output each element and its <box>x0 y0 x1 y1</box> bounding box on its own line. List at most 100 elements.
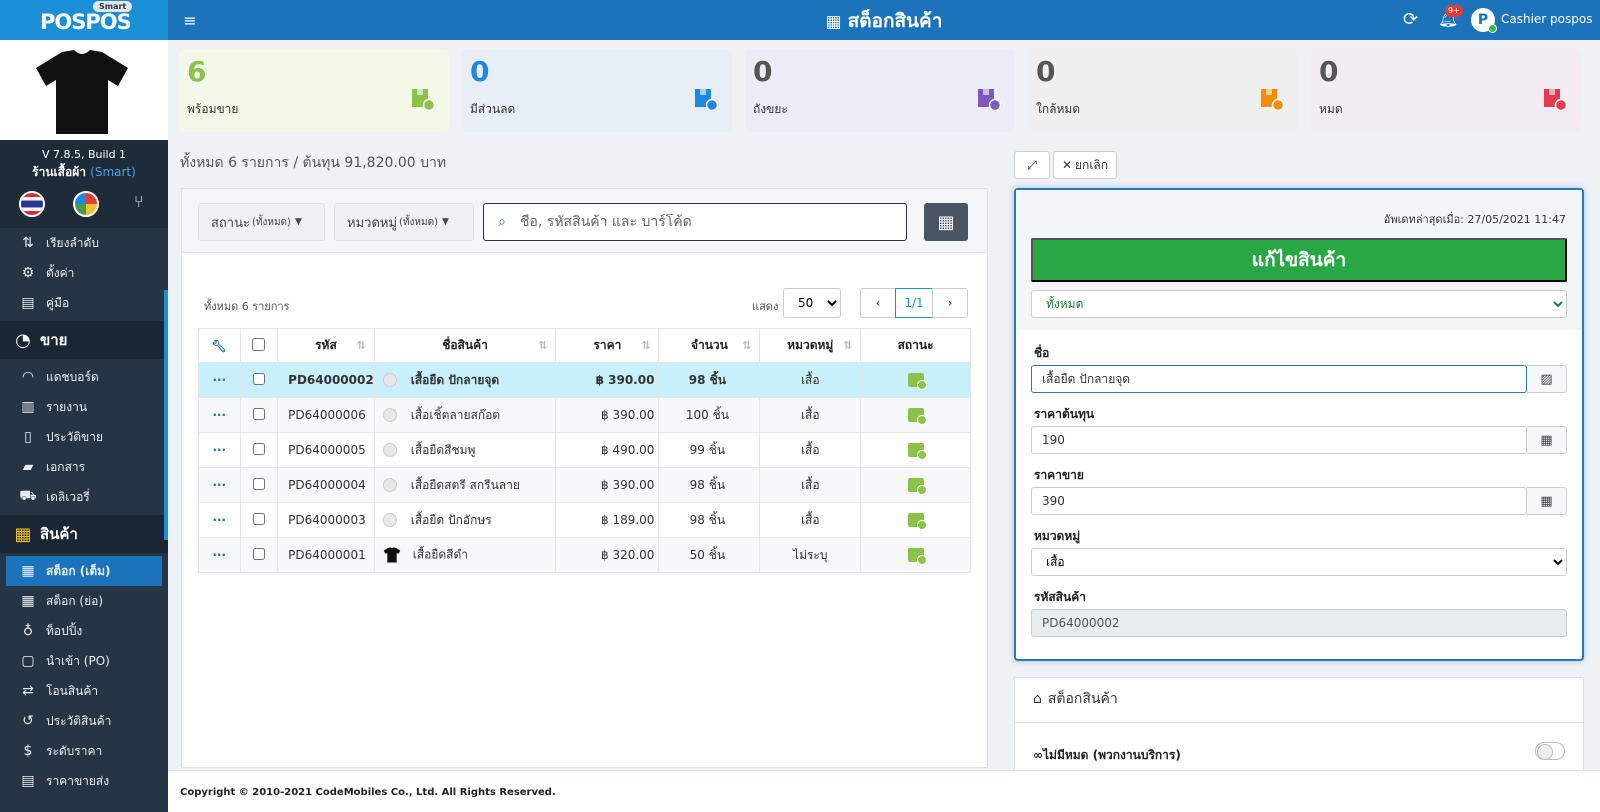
table-row[interactable]: ··· PD64000005 เสื้อยืดสีชมพู ฿ 490.00 9… <box>198 432 971 468</box>
row-checkbox[interactable] <box>252 372 265 385</box>
column-header-name[interactable]: ชื่อสินค้า ⇅ <box>373 328 557 363</box>
product-list-panel: สถานะ(ทั้งหมด)▼ หมวดหมู่(ทั้งหมด)▼ ⌕ ▦ ท… <box>181 188 988 768</box>
color-dial-icon[interactable] <box>73 191 99 217</box>
next-page-button[interactable]: › <box>932 288 968 318</box>
version-text: V 7.8.5, Build 1 <box>41 148 127 161</box>
expand-button[interactable]: ⤢ <box>1014 151 1050 179</box>
row-checkbox[interactable] <box>252 512 265 525</box>
thai-flag-icon[interactable] <box>19 191 45 217</box>
branch-scope-select[interactable]: ทั้งหมด <box>1031 290 1567 318</box>
sidebar-item-label: ตั้งค่า <box>46 265 75 280</box>
table-row[interactable]: ··· PD64000004 เสื้อยืดสตรี สกรีนลาย ฿ 3… <box>198 467 971 503</box>
sidebar-section-product[interactable]: ▦ สินค้า <box>0 515 168 553</box>
logo[interactable]: POSPOS Smart <box>0 0 168 40</box>
category-filter-button[interactable]: หมวดหมู่ (ทั้งหมด) ▼ <box>334 203 474 241</box>
stat-value: 0 <box>1036 55 1056 88</box>
no-stock-limit-label: ∞ไม่มีหมด (พวกงานบริการ) <box>1033 748 1181 762</box>
row-checkbox[interactable] <box>252 477 265 490</box>
copyright: Copyright © 2010-2021 CodeMobiles Co., L… <box>180 787 556 798</box>
grid-view-button[interactable]: ▦ <box>924 203 968 241</box>
wrench-header[interactable]: 🔧︎ <box>198 328 241 363</box>
sidebar-item-settings[interactable]: ⚙ ตั้งค่า <box>0 258 168 288</box>
row-menu-icon[interactable]: ··· <box>198 467 241 503</box>
row-qty: 98 ชิ้น <box>658 362 761 398</box>
select-all-checkbox[interactable] <box>252 337 266 351</box>
branch-tree-icon[interactable]: ⑂ <box>134 192 144 211</box>
table-row[interactable]: ··· PD64000002 เสื้อยืด ปักลายจุด ฿ 390.… <box>198 362 971 398</box>
filter-bar: สถานะ(ทั้งหมด)▼ หมวดหมู่(ทั้งหมด)▼ ⌕ ▦ <box>182 189 987 253</box>
hamburger-menu-icon[interactable]: ≡ <box>183 10 197 30</box>
stat-value: 0 <box>753 55 773 88</box>
row-checkbox[interactable] <box>252 407 265 420</box>
table-row[interactable]: ··· PD64000003 เสื้อยืด ปักอักษร ฿ 189.0… <box>198 502 971 538</box>
column-header-code[interactable]: รหัส ⇅ <box>277 328 375 363</box>
sidebar-item-report[interactable]: ▥ รายงาน <box>0 392 168 422</box>
folder-icon: ▰ <box>22 459 34 475</box>
calculator-button[interactable]: ▦ <box>1527 426 1567 454</box>
sidebar-item-wholesale[interactable]: ▤ ราคาขายส่ง <box>0 766 168 796</box>
table-row[interactable]: ··· PD64000006 เสื้อเชิ้ตลายสก๊อต ฿ 390.… <box>198 397 971 433</box>
column-header-status[interactable]: สถานะ <box>860 328 971 363</box>
column-header-category[interactable]: หมวดหมู่ ⇅ <box>759 328 862 363</box>
no-stock-limit-toggle[interactable] <box>1535 742 1565 760</box>
row-checkbox[interactable] <box>252 547 265 560</box>
column-header-qty[interactable]: จำนวน ⇅ <box>658 328 761 363</box>
stat-card-out[interactable]: 0 หมด <box>1311 49 1581 132</box>
sidebar-scrollbar[interactable] <box>164 290 168 540</box>
row-qty: 50 ชิ้น <box>658 537 761 573</box>
user-name[interactable]: Cashier pospos <box>1501 12 1593 26</box>
current-page[interactable]: 1/1 <box>895 288 933 318</box>
stat-card-low[interactable]: 0 ใกล้หมด <box>1028 49 1298 132</box>
stat-card-trash[interactable]: 0 ถังขยะ <box>745 49 1015 132</box>
sidebar-item-price-level[interactable]: $ ระดับราคา <box>0 736 168 766</box>
page-size-select[interactable]: 50 <box>783 288 841 318</box>
sidebar-item-stock-full[interactable]: ▦ สต็อก (เต็ม) <box>6 556 162 586</box>
cost-field[interactable]: 190 <box>1031 426 1527 454</box>
box-warning-icon <box>1261 89 1284 111</box>
shirt-icon <box>36 50 128 134</box>
sidebar-item-topping[interactable]: ♁ ท็อปปิ้ง <box>0 616 168 646</box>
sidebar-item-documents[interactable]: ▰ เอกสาร <box>0 452 168 482</box>
table-row[interactable]: ··· PD64000001 เสื้อยืดสีดำ ฿ 320.00 50 … <box>198 537 971 573</box>
row-menu-icon[interactable]: ··· <box>198 502 241 538</box>
sort-icon: ⇅ <box>641 339 651 352</box>
stat-card-discount[interactable]: 0 มีส่วนลด <box>462 49 732 132</box>
row-menu-icon[interactable]: ··· <box>198 537 241 573</box>
edit-product-button[interactable]: แก้ไขสินค้า <box>1031 238 1567 282</box>
row-status <box>860 537 971 573</box>
refresh-icon[interactable]: ⟳ <box>1403 9 1419 30</box>
grid-icon: ▦ <box>937 211 955 233</box>
row-checkbox[interactable] <box>252 442 265 455</box>
sidebar-item-dashboard[interactable]: ◠ แดชบอร์ด <box>0 362 168 392</box>
image-button[interactable]: ▨ <box>1527 365 1567 393</box>
row-menu-icon[interactable]: ··· <box>198 432 241 468</box>
search-input[interactable] <box>520 214 890 230</box>
sidebar-item-sort[interactable]: ⇅ เรียงลำดับ <box>0 228 168 258</box>
caret-down-icon: ▼ <box>442 217 449 227</box>
sidebar-item-delivery[interactable]: ⛟ เดลิเวอรี่ <box>0 482 168 512</box>
cost-label: ราคาต้นทุน <box>1034 407 1095 421</box>
name-field[interactable]: เสื้อยืด ปักลายจุด <box>1031 365 1527 393</box>
sidebar-item-manual[interactable]: ▤ คู่มือ <box>0 288 168 318</box>
stat-card-ready[interactable]: 6 พร้อมขาย <box>179 49 449 132</box>
shirt-icon <box>383 547 400 563</box>
sidebar-item-transfer[interactable]: ⇄ โอนสินค้า <box>0 676 168 706</box>
sidebar-section-sell[interactable]: ◔ ขาย <box>0 321 168 359</box>
receipt-icon: ▯ <box>24 429 32 445</box>
column-header-price[interactable]: ราคา ⇅ <box>555 328 660 363</box>
sell-price-field[interactable]: 390 <box>1031 487 1527 515</box>
cancel-button[interactable]: ✕ ยกเลิก <box>1053 151 1117 179</box>
category-select[interactable]: เสื้อ <box>1031 548 1567 576</box>
boxes-icon: ▦ <box>14 523 32 545</box>
calculator-button[interactable]: ▦ <box>1527 487 1567 515</box>
prev-page-button[interactable]: ‹ <box>860 288 896 318</box>
sidebar-item-label: เอกสาร <box>46 459 86 474</box>
row-menu-icon[interactable]: ··· <box>198 397 241 433</box>
sidebar-item-po[interactable]: ▢ นำเข้า (PO) <box>0 646 168 676</box>
status-filter-button[interactable]: สถานะ (ทั้งหมด) ▼ <box>198 203 325 241</box>
sidebar-item-sales-history[interactable]: ▯ ประวัติขาย <box>0 422 168 452</box>
sidebar-item-stock-short[interactable]: ▦ สต็อก (ย่อ) <box>0 586 168 616</box>
sidebar-item-product-history[interactable]: ↺ ประวัติสินค้า <box>0 706 168 736</box>
row-name-cell: เสื้อเชิ้ตลายสก๊อต <box>373 397 557 433</box>
row-menu-icon[interactable]: ··· <box>198 362 241 398</box>
